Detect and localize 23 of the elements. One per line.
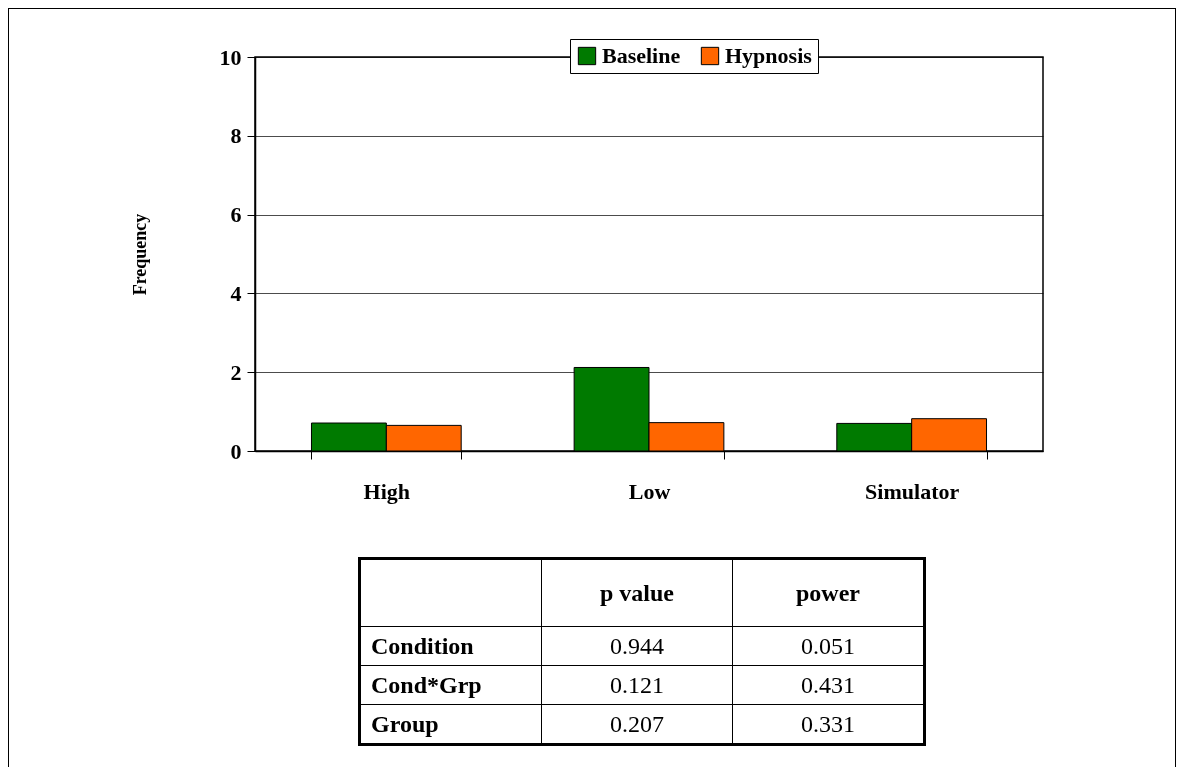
x-tick-label: Simulator [865, 478, 960, 504]
y-tick-label: 6 [230, 202, 242, 228]
y-tick-label: 2 [230, 359, 242, 385]
y-tick-label: 0 [230, 438, 242, 464]
text: 0.121 [541, 665, 733, 705]
text: 0.944 [541, 626, 733, 666]
legend-label: Baseline [602, 43, 681, 68]
text: Cond*Grp [359, 665, 542, 705]
text: 0.431 [732, 665, 925, 705]
text: p value [541, 558, 733, 627]
text: 0.331 [732, 704, 925, 745]
y-tick-label: 10 [219, 44, 242, 70]
y-tick-label: 8 [230, 123, 242, 149]
text: 0.051 [732, 626, 925, 666]
text: power [732, 558, 925, 627]
x-tick-label: High [363, 478, 411, 504]
text: Group [359, 704, 542, 745]
y-axis-title: Frequency [129, 213, 150, 296]
text: 0.207 [541, 704, 733, 745]
x-tick-label: Low [628, 478, 671, 504]
y-tick-label: 4 [230, 280, 242, 306]
text: Condition [359, 626, 542, 666]
legend-label: Hypnosis [725, 43, 813, 68]
